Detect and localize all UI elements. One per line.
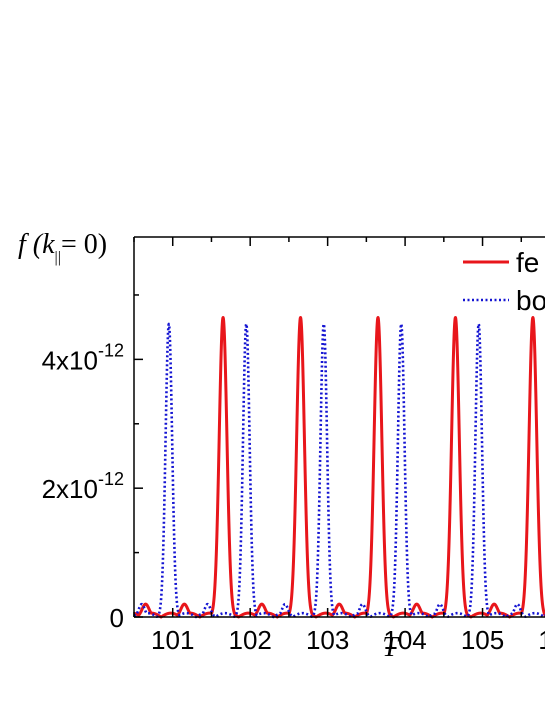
y-tick-label: 4x10-12 <box>42 340 124 375</box>
y-axis-label: f (k||= 0) <box>18 229 107 266</box>
plot-area <box>134 316 545 619</box>
axes <box>133 236 545 618</box>
x-tick-label: 105 <box>461 625 504 655</box>
x-tick-label: 103 <box>306 625 349 655</box>
y-tick-exponent: -12 <box>98 469 124 489</box>
series-line-fe <box>134 316 545 619</box>
series-line-bo <box>134 322 545 619</box>
legend-label-fe: fe <box>516 247 539 278</box>
y-tick-exponent: -12 <box>98 340 124 360</box>
y-axis-label-tail: = 0) <box>61 229 107 260</box>
x-tick-label: 106 <box>538 625 545 655</box>
x-tick-label: 104 <box>383 625 426 655</box>
y-tick-base: 4x10 <box>42 345 98 375</box>
x-tick-label: 102 <box>228 625 271 655</box>
y-tick-label: 0 <box>110 603 124 633</box>
y-axis-label-sub: || <box>55 249 61 266</box>
legend-label-bo: bo <box>516 285 545 316</box>
x-tick-label: 101 <box>151 625 194 655</box>
y-tick-label: 2x10-12 <box>42 469 124 504</box>
y-axis-label-main: f (k <box>18 229 55 260</box>
ticks <box>133 237 523 618</box>
x-axis-label: T <box>382 632 400 663</box>
legend: fe bo <box>463 247 545 316</box>
y-tick-base: 2x10 <box>42 474 98 504</box>
